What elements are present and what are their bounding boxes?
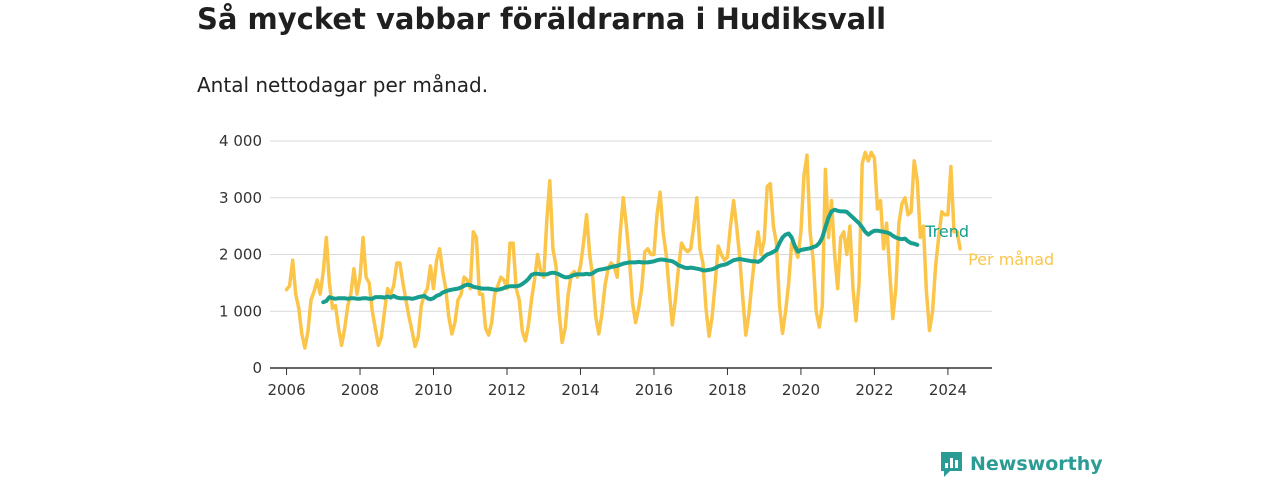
x-tick-label: 2024 [929, 381, 967, 399]
x-tick-label: 2020 [782, 381, 820, 399]
y-tick-label: 3 000 [219, 189, 262, 207]
y-tick-label: 2 000 [219, 246, 262, 264]
x-tick-label: 2016 [635, 381, 673, 399]
chart-logo-icon [941, 452, 962, 477]
gridlines [270, 140, 992, 312]
trend-label: Trend [924, 222, 969, 241]
x-tick-label: 2018 [708, 381, 746, 399]
chart-subtitle: Antal nettodagar per månad. [197, 73, 489, 97]
x-tick-label: 2014 [561, 381, 599, 399]
x-tick-label: 2010 [414, 381, 452, 399]
axes: 0 1 000 2 000 3 000 4 000 2006 2008 2010 2012 201… [219, 132, 992, 399]
newsworthy-logo[interactable]: Newsworthy [939, 450, 1103, 478]
series-end-labels: Per månad Trend [924, 222, 1054, 269]
x-tick-label: 2022 [855, 381, 893, 399]
monthly-label: Per månad [968, 250, 1054, 269]
brand-name: Newsworthy [970, 453, 1103, 475]
y-tick-label: 1 000 [219, 302, 262, 320]
series-lines [284, 150, 962, 350]
chart-title: Så mycket vabbar föräldrarna i Hudiksval… [197, 2, 887, 36]
monthly-line [284, 150, 962, 350]
y-tick-label: 0 [252, 359, 262, 377]
trend-line [321, 207, 920, 305]
y-tick-label: 4 000 [219, 132, 262, 150]
x-tick-label: 2012 [488, 381, 526, 399]
x-tick-label: 2006 [267, 381, 305, 399]
x-tick-label: 2008 [341, 381, 379, 399]
